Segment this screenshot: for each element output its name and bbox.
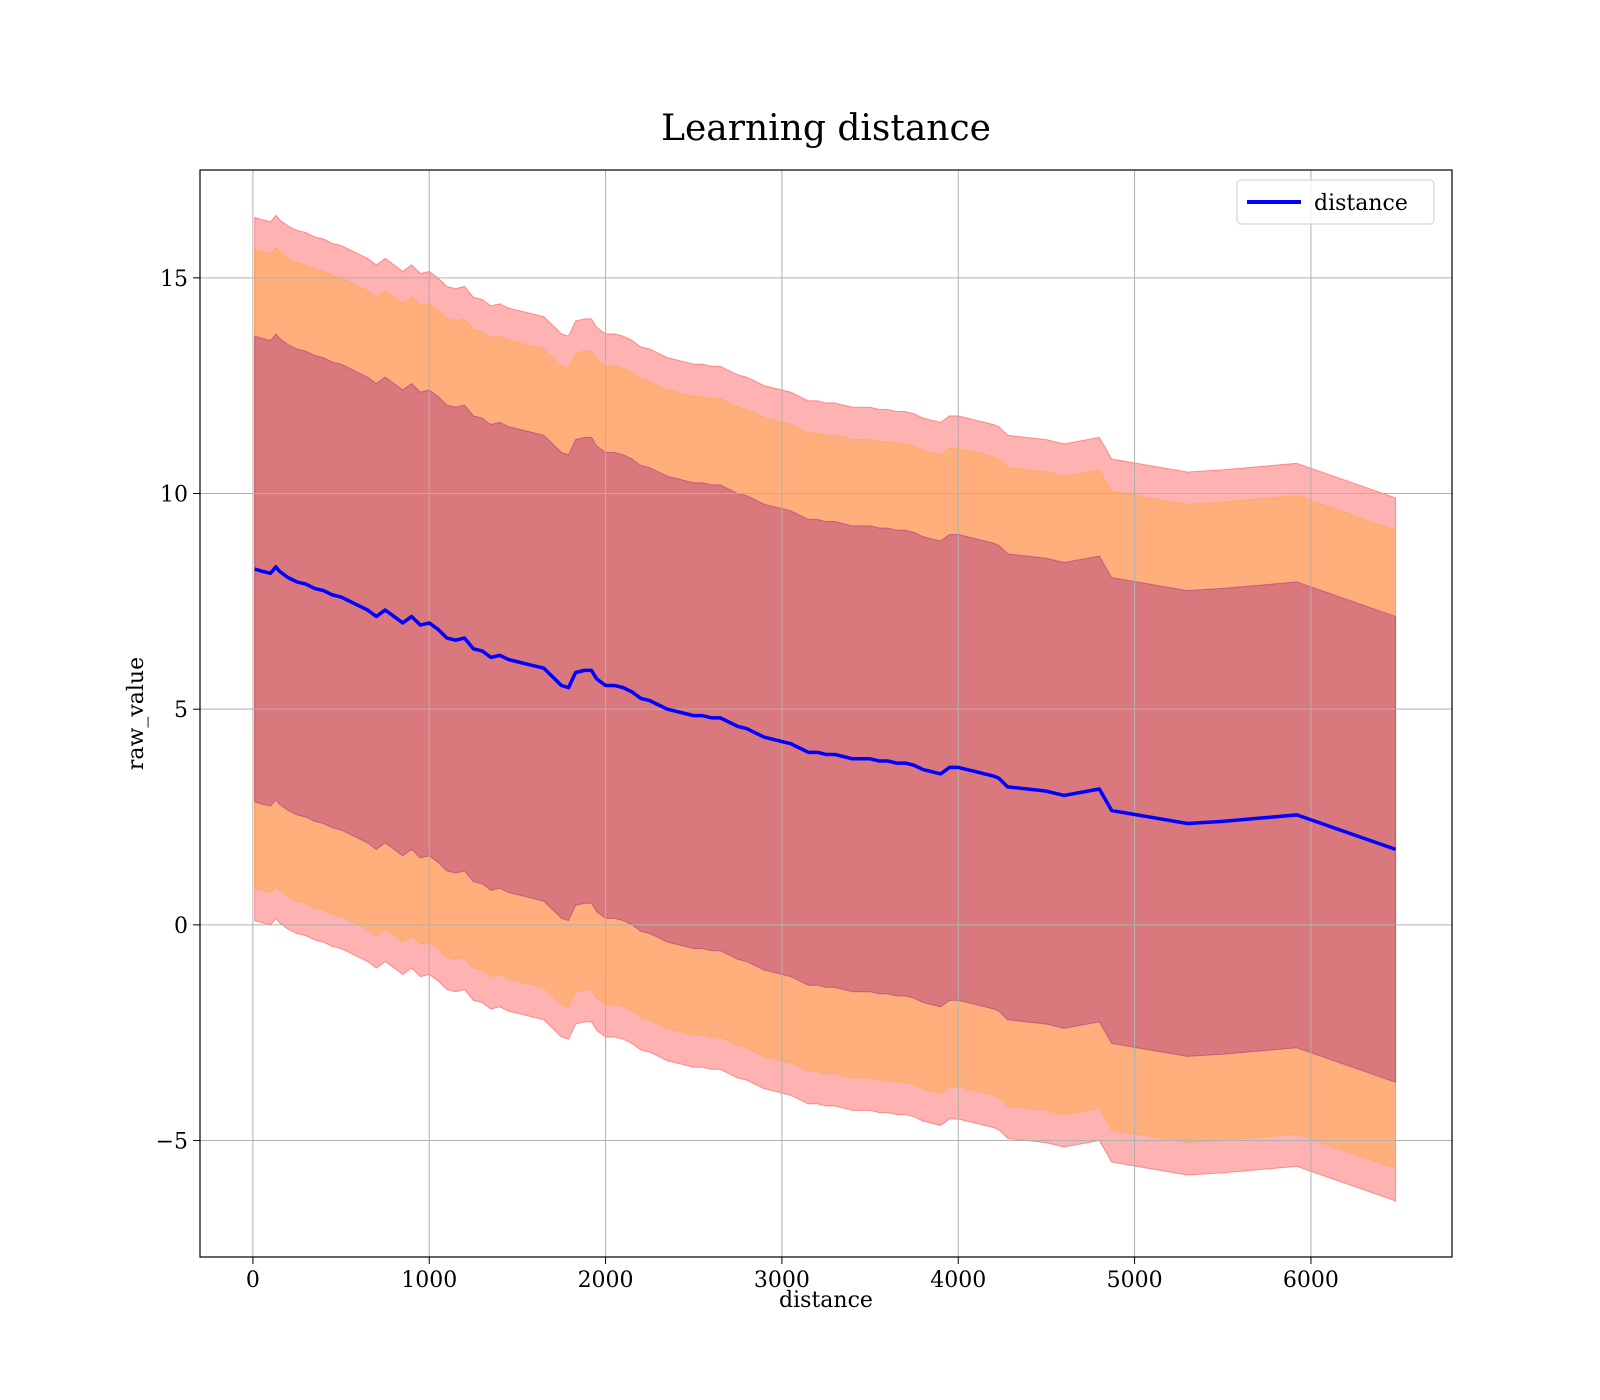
y-tick-label: 15 — [160, 267, 188, 292]
x-tick-label: 3000 — [754, 1268, 810, 1293]
x-tick-label: 0 — [246, 1268, 260, 1293]
x-tick-label: 6000 — [1283, 1268, 1339, 1293]
legend-label: distance — [1314, 191, 1408, 216]
band-outer — [254, 214, 1397, 1202]
chart-title: Learning distance — [661, 108, 991, 149]
x-axis-label: distance — [779, 1288, 873, 1313]
band-middle — [254, 246, 1397, 1170]
legend-box — [1236, 179, 1435, 225]
x-tick-label: 4000 — [930, 1268, 986, 1293]
y-tick-label: −5 — [156, 1130, 188, 1155]
y-axis-label: raw_value — [124, 657, 149, 770]
x-tick-label: 2000 — [578, 1268, 634, 1293]
y-tick-label: 5 — [174, 698, 188, 723]
grid-lines — [200, 170, 1452, 1257]
plot-frame — [199, 169, 1453, 1258]
x-axis-ticks: 0 1000 2000 3000 4000 5000 6000 — [246, 1257, 1339, 1293]
x-tick-label: 5000 — [1107, 1268, 1163, 1293]
y-axis-ticks: −5 0 5 10 15 — [156, 267, 200, 1155]
legend: distance — [1236, 179, 1435, 225]
band-inner — [254, 333, 1397, 1084]
y-tick-label: 0 — [174, 914, 188, 939]
confidence-bands — [254, 214, 1397, 1202]
x-tick-label: 1000 — [401, 1268, 457, 1293]
y-tick-label: 10 — [160, 483, 188, 508]
line-layer — [254, 565, 1397, 852]
series-line-distance — [254, 565, 1397, 852]
